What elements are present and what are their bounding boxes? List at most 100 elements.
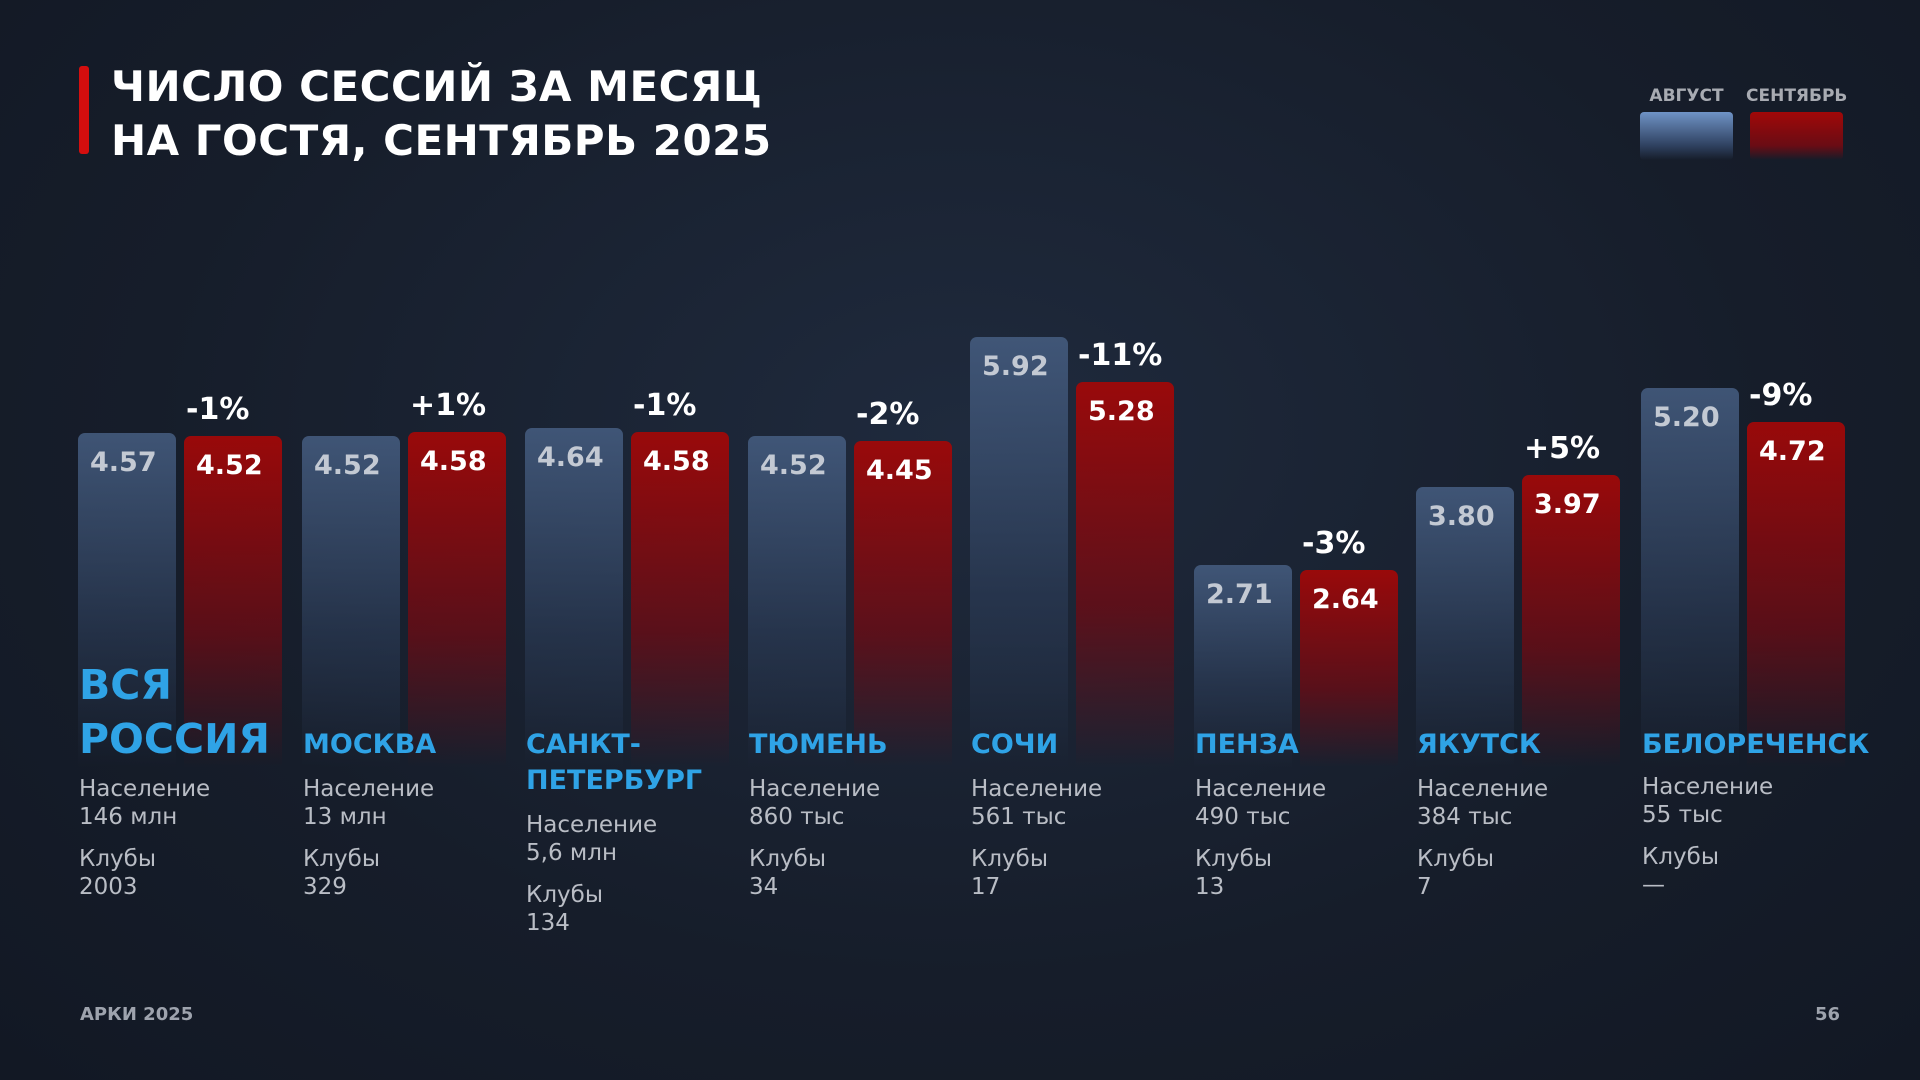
title-line-1: ЧИСЛО СЕССИЙ ЗА МЕСЯЦ	[111, 62, 763, 111]
change-label: -3%	[1302, 525, 1366, 561]
population-block: Население 146 млн	[79, 775, 210, 831]
legend-september: СЕНТЯБРЬ	[1746, 86, 1847, 160]
city-info: Население 55 тыс Клубы —	[1642, 773, 1773, 913]
clubs-label: Клубы	[303, 846, 380, 872]
bar-aug	[302, 436, 400, 767]
population: 13 млн	[303, 804, 387, 830]
clubs: 329	[303, 874, 347, 900]
data-label-aug: 4.52	[760, 450, 827, 482]
change-label: +5%	[1524, 431, 1601, 467]
data-label-sep: 4.58	[643, 445, 710, 477]
city-name: ЯКУТСК	[1417, 727, 1541, 763]
population-label: Население	[971, 776, 1103, 802]
city-name-line: БЕЛОРЕЧЕНСК	[1642, 729, 1870, 760]
city-name-line: ВСЯ	[79, 661, 172, 709]
population-block: Население 55 тыс	[1642, 773, 1773, 829]
data-label-aug: 2.71	[1206, 578, 1273, 610]
bar-aug	[1641, 387, 1739, 767]
data-label-aug: 4.57	[90, 446, 157, 478]
data-label-sep: 3.97	[1534, 489, 1601, 521]
title-accent-bar	[79, 66, 89, 154]
clubs-block: Клубы 17	[971, 845, 1102, 901]
clubs: 134	[526, 910, 570, 936]
clubs: 34	[749, 874, 779, 900]
page-title: ЧИСЛО СЕССИЙ ЗА МЕСЯЦ НА ГОСТЯ, СЕНТЯБРЬ…	[111, 60, 772, 168]
population-block: Население 860 тыс	[749, 775, 880, 831]
city-info: Население 13 млн Клубы 329	[303, 775, 434, 915]
city-info: Население 384 тыс Клубы 7	[1417, 775, 1548, 915]
bar-aug	[1194, 564, 1292, 767]
population-label: Население	[526, 812, 658, 838]
city-name: БЕЛОРЕЧЕНСК	[1642, 727, 1869, 763]
clubs-block: Клубы 2003	[79, 845, 210, 901]
data-label-aug: 5.20	[1653, 401, 1720, 433]
population: 5,6 млн	[526, 840, 617, 866]
population-label: Население	[303, 776, 435, 802]
bar-aug	[748, 436, 846, 767]
page-number: 56	[1814, 1004, 1840, 1025]
clubs-block: Клубы 7	[1417, 845, 1548, 901]
city-name: СОЧИ	[971, 727, 1058, 763]
data-label-aug: 4.52	[314, 450, 381, 482]
bar-sep	[408, 431, 506, 767]
population-block: Население 561 тыс	[971, 775, 1102, 831]
data-label-sep: 4.72	[1759, 435, 1826, 467]
data-label-aug: 3.80	[1428, 501, 1495, 533]
change-label: -9%	[1749, 377, 1813, 413]
bar-aug	[970, 336, 1068, 767]
population: 55 тыс	[1642, 802, 1723, 828]
population-label: Население	[1195, 776, 1327, 802]
clubs: —	[1642, 872, 1665, 898]
legend-august: АВГУСТ	[1640, 86, 1733, 160]
data-label-aug: 5.92	[982, 350, 1049, 382]
clubs-block: Клубы 329	[303, 845, 434, 901]
data-label-sep: 4.52	[196, 450, 263, 482]
clubs: 7	[1417, 874, 1432, 900]
population-label: Население	[1642, 774, 1774, 800]
clubs: 13	[1195, 874, 1225, 900]
data-label-sep: 4.58	[420, 445, 487, 477]
population: 384 тыс	[1417, 804, 1513, 830]
population: 146 млн	[79, 804, 178, 830]
population: 490 тыс	[1195, 804, 1291, 830]
clubs-label: Клубы	[79, 846, 156, 872]
bar-sep	[1747, 421, 1845, 767]
population-label: Население	[79, 776, 211, 802]
change-label: +1%	[410, 387, 487, 423]
title-line-2: НА ГОСТЯ, СЕНТЯБРЬ 2025	[111, 116, 772, 165]
clubs-label: Клубы	[1642, 844, 1719, 870]
city-name-line: РОССИЯ	[79, 715, 270, 763]
change-label: -11%	[1078, 338, 1163, 374]
change-label: -2%	[856, 397, 920, 433]
city-info: Население 860 тыс Клубы 34	[749, 775, 880, 915]
city-name: ВСЯ РОССИЯ	[79, 658, 270, 766]
city-name-line: МОСКВА	[303, 729, 437, 760]
city-name-line: ПЕТЕРБУРГ	[526, 765, 703, 796]
city-name: МОСКВА	[303, 727, 436, 763]
bar-sep	[1522, 475, 1620, 767]
population-block: Население 490 тыс	[1195, 775, 1326, 831]
clubs-block: Клубы —	[1642, 843, 1773, 899]
city-name-line: ПЕНЗА	[1195, 729, 1299, 760]
change-label: -1%	[633, 387, 697, 423]
city-name-line: СОЧИ	[971, 729, 1059, 760]
clubs: 17	[971, 874, 1001, 900]
bar-sep	[1300, 569, 1398, 767]
clubs-block: Клубы 34	[749, 845, 880, 901]
city-name: ТЮМЕНЬ	[749, 727, 888, 763]
population-label: Население	[1417, 776, 1549, 802]
city-info: Население 490 тыс Клубы 13	[1195, 775, 1326, 915]
footer-label: АРКИ 2025	[80, 1004, 194, 1025]
data-label-aug: 4.64	[537, 441, 604, 473]
clubs: 2003	[79, 874, 138, 900]
city-name: ПЕНЗА	[1195, 727, 1299, 763]
population: 860 тыс	[749, 804, 845, 830]
data-label-sep: 2.64	[1312, 583, 1379, 615]
clubs-block: Клубы 13	[1195, 845, 1326, 901]
data-label-sep: 4.45	[866, 455, 933, 487]
population-block: Население 5,6 млн	[526, 811, 657, 867]
city-info: Население 561 тыс Клубы 17	[971, 775, 1102, 915]
bar-sep	[184, 436, 282, 767]
legend-swatch	[1640, 112, 1733, 160]
